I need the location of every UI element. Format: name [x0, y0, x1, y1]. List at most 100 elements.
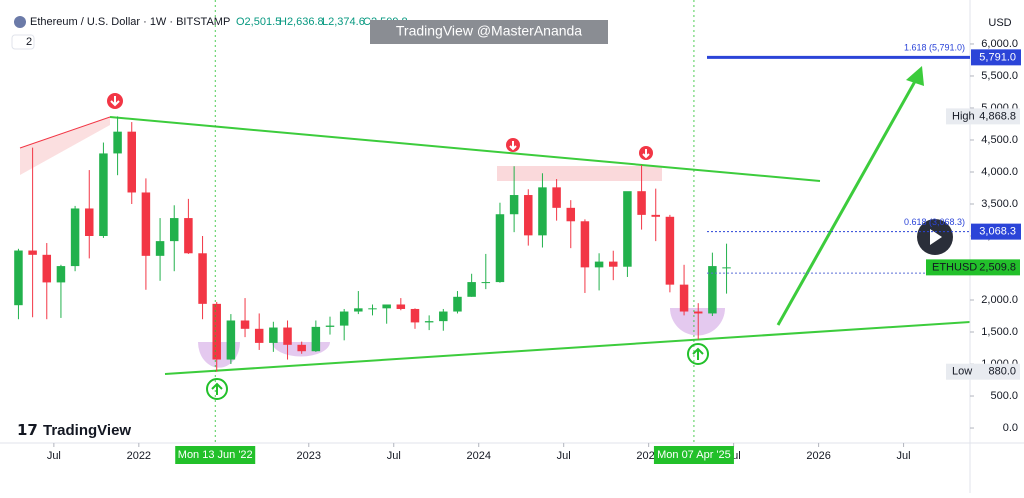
price-box: [971, 49, 1021, 66]
candle-body: [254, 328, 264, 343]
x-tick-label: Jul: [387, 450, 401, 462]
candle: [609, 250, 618, 281]
candle-body: [424, 321, 434, 323]
trend-line: [109, 116, 821, 182]
currency: USD: [988, 17, 1011, 29]
candle-body: [56, 266, 66, 283]
candle: [481, 253, 491, 290]
x-tick-label: 2022: [127, 450, 151, 462]
candle-body: [538, 187, 547, 236]
candle-body: [623, 191, 632, 267]
candle: [184, 198, 193, 254]
date-marker-label: Mon 07 Apr '25: [657, 449, 731, 461]
candle-body: [368, 308, 377, 310]
candle-body: [141, 192, 151, 256]
x-tick-label: Jul: [557, 450, 571, 462]
indicator-toggle[interactable]: [11, 34, 35, 50]
candle: [198, 235, 207, 320]
x-tick-label: Jul: [47, 450, 61, 462]
candle-body: [184, 218, 193, 254]
candle: [42, 243, 52, 320]
down-signal: [639, 146, 653, 160]
candle: [169, 205, 179, 272]
candle-body: [637, 191, 646, 215]
candle: [85, 170, 94, 259]
date-marker-box: [653, 446, 734, 464]
resistance-line: [19, 116, 111, 149]
date-marker-box: [175, 446, 256, 464]
candle-body: [28, 250, 37, 255]
candle: [566, 200, 576, 249]
candle: [354, 291, 363, 315]
candle-body: [382, 304, 391, 309]
candle: [70, 205, 80, 272]
candle-body: [509, 195, 519, 215]
ohlc-high: H2,636.8: [279, 16, 324, 28]
y-tick-label: 0.0: [1003, 422, 1018, 434]
price-tag: [926, 259, 1020, 276]
x-tick-label: 2024: [466, 450, 490, 462]
play-button[interactable]: [917, 219, 953, 255]
price-tag-value: 2,509.8: [979, 261, 1016, 273]
candle-body: [99, 153, 108, 236]
candle-body: [552, 187, 561, 208]
candle: [524, 189, 533, 246]
candle-body: [566, 207, 576, 222]
candle-body: [467, 282, 476, 297]
y-tick-label: 1,500.0: [981, 326, 1018, 338]
candle-body: [42, 254, 52, 283]
price-box: [971, 223, 1021, 240]
candle-body: [14, 250, 23, 306]
candle: [226, 314, 236, 365]
price-tag: [946, 108, 1020, 125]
candle-body: [594, 261, 604, 268]
candle: [269, 321, 278, 352]
candle: [56, 264, 66, 318]
price-tag: [946, 363, 1020, 380]
candle: [339, 308, 349, 341]
candle-body: [198, 253, 207, 304]
candle: [722, 243, 731, 294]
candle: [410, 308, 420, 329]
up-signal: [687, 343, 709, 365]
candle-body: [127, 131, 136, 193]
resistance-zone: [497, 166, 662, 181]
candle: [552, 179, 561, 221]
candle-body: [410, 308, 420, 323]
down-signal: [107, 93, 123, 109]
candle-body: [396, 304, 406, 309]
logo: TradingView: [43, 422, 131, 439]
candle: [283, 320, 292, 360]
up-signal: [206, 378, 228, 400]
candle: [325, 316, 335, 335]
candle-body: [283, 327, 292, 345]
y-tick-label: 5,500.0: [981, 70, 1018, 82]
candle-body: [325, 325, 335, 327]
price-tag-name: Low: [952, 366, 972, 378]
indicator-count: 2: [26, 36, 32, 48]
watermark: TradingView @MasterAnanda: [396, 23, 582, 39]
watermark-box: [370, 20, 608, 44]
down-signal: [506, 138, 520, 152]
trend-line: [164, 321, 971, 375]
candle-body: [580, 221, 590, 268]
projection-arrow: [776, 75, 920, 326]
candle: [155, 218, 165, 281]
candle: [594, 253, 604, 291]
candle: [382, 304, 391, 324]
candle: [708, 252, 717, 317]
candle: [99, 142, 108, 238]
ohlc-low: L2,374.6: [322, 16, 365, 28]
price-tag-name: ETHUSD: [932, 261, 977, 273]
candle-body: [269, 327, 278, 343]
candle: [693, 303, 703, 340]
candle: [28, 147, 37, 318]
candle: [113, 116, 122, 176]
arrow-head: [906, 66, 924, 86]
candle-body: [665, 216, 675, 285]
candle-body: [226, 320, 236, 360]
candle-body: [722, 267, 731, 269]
candle: [453, 291, 462, 314]
candle-body: [609, 261, 618, 267]
